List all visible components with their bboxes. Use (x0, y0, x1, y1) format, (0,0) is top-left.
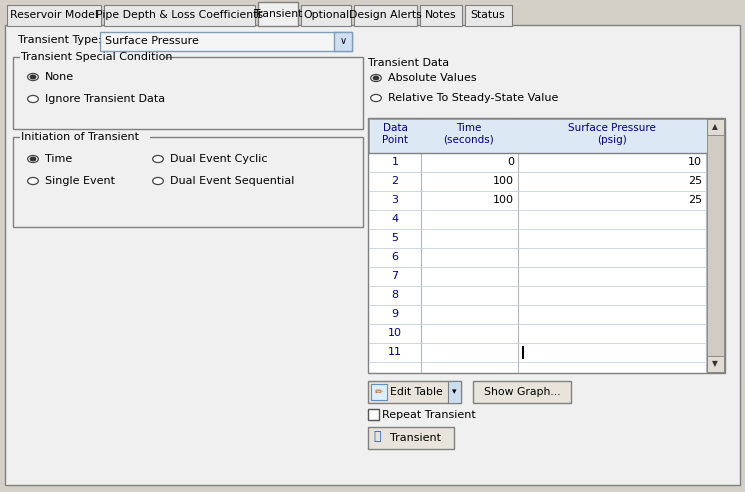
Text: 10: 10 (388, 328, 402, 338)
Text: 7: 7 (391, 271, 399, 281)
Text: (seconds): (seconds) (443, 135, 495, 145)
Text: Dual Event Cyclic: Dual Event Cyclic (170, 154, 267, 164)
Text: 4: 4 (391, 214, 399, 224)
Text: 0: 0 (507, 157, 514, 167)
Text: Time: Time (45, 154, 72, 164)
Text: 25: 25 (688, 195, 702, 205)
Text: Relative To Steady-State Value: Relative To Steady-State Value (388, 93, 558, 103)
Text: Optional: Optional (303, 10, 349, 20)
Text: Notes: Notes (425, 10, 457, 20)
Text: Transient Special Condition: Transient Special Condition (21, 52, 173, 62)
Text: Surface Pressure: Surface Pressure (568, 123, 656, 133)
Text: None: None (45, 72, 74, 82)
Text: 3: 3 (392, 195, 399, 205)
Text: 9: 9 (391, 309, 399, 319)
Text: 8: 8 (391, 290, 399, 300)
Text: Initiation of Transient: Initiation of Transient (21, 132, 139, 142)
Text: 1: 1 (392, 157, 399, 167)
Text: 6: 6 (392, 252, 399, 262)
Text: 11: 11 (388, 347, 402, 357)
Text: Data: Data (383, 123, 408, 133)
Text: Point: Point (382, 135, 408, 145)
Text: Repeat Transient: Repeat Transient (382, 409, 476, 420)
Text: Ignore Transient Data: Ignore Transient Data (45, 94, 165, 104)
Text: Pipe Depth & Loss Coefficients: Pipe Depth & Loss Coefficients (95, 10, 262, 20)
Text: ▼: ▼ (712, 360, 718, 369)
Text: Edit Table: Edit Table (390, 387, 443, 397)
Text: ▾: ▾ (451, 388, 456, 397)
Text: Time: Time (456, 123, 482, 133)
Text: 10: 10 (688, 157, 702, 167)
Text: Transient: Transient (253, 9, 302, 19)
Text: Design Alerts: Design Alerts (349, 10, 422, 20)
Text: Transient Type:: Transient Type: (18, 35, 101, 45)
Text: Dual Event Sequential: Dual Event Sequential (170, 176, 294, 186)
Text: ▲: ▲ (712, 123, 718, 131)
Text: Single Event: Single Event (45, 176, 115, 186)
Text: Status: Status (471, 10, 505, 20)
Text: Transient: Transient (390, 433, 441, 443)
Text: 🏴: 🏴 (373, 430, 381, 443)
Text: 5: 5 (392, 233, 399, 243)
Text: Surface Pressure: Surface Pressure (105, 36, 199, 46)
Text: (psig): (psig) (597, 135, 627, 145)
Text: ✏: ✏ (375, 387, 383, 397)
Text: 2: 2 (391, 176, 399, 186)
Text: Transient Data: Transient Data (368, 58, 449, 68)
Text: Absolute Values: Absolute Values (388, 73, 477, 83)
Text: Show Graph...: Show Graph... (484, 387, 560, 397)
Text: Reservoir Model: Reservoir Model (10, 10, 98, 20)
Text: 100: 100 (493, 176, 514, 186)
Text: 100: 100 (493, 195, 514, 205)
Text: ∨: ∨ (340, 36, 346, 46)
Text: 25: 25 (688, 176, 702, 186)
